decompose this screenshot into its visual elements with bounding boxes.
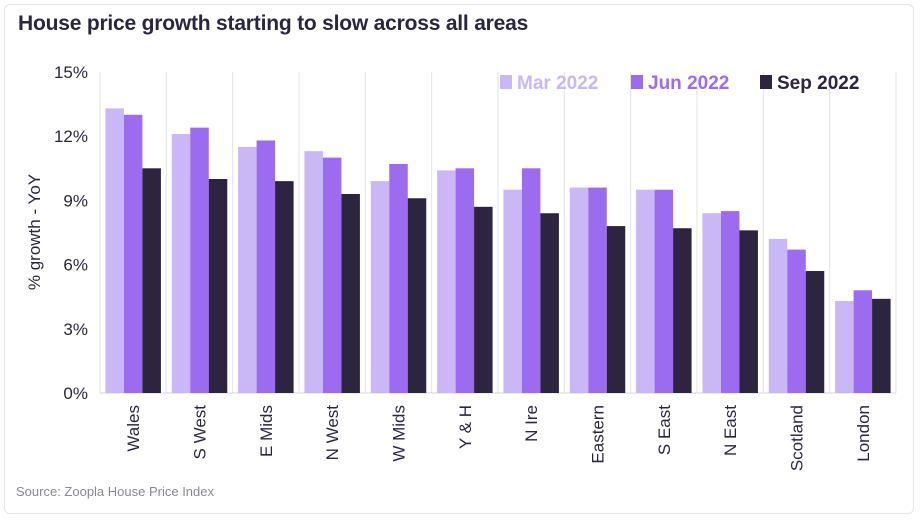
bar xyxy=(768,238,788,393)
x-tick-label: S East xyxy=(655,405,674,455)
x-tick-label: N West xyxy=(323,405,342,461)
x-tick-label: N East xyxy=(721,405,740,456)
axes: 0% 3% 6% 9% 12% 15% Wales S West E Mids N West W M… xyxy=(54,63,873,471)
bar xyxy=(455,168,475,393)
x-tick-label: Scotland xyxy=(788,405,807,471)
bar xyxy=(720,211,740,393)
bar xyxy=(304,151,323,393)
bar xyxy=(606,226,626,393)
bar xyxy=(208,179,228,393)
bar xyxy=(389,164,408,393)
x-tick-label: W Mids xyxy=(390,405,409,462)
bar xyxy=(739,230,758,393)
legend: Mar 2022 Jun 2022 Sep 2022 xyxy=(500,73,859,94)
bar xyxy=(474,206,493,393)
x-tick-label: N Ire xyxy=(522,405,541,442)
bar xyxy=(540,213,559,393)
x-tick-label: Eastern xyxy=(589,405,608,464)
legend-swatch xyxy=(631,75,643,89)
bars xyxy=(105,108,891,394)
bar xyxy=(872,298,891,393)
source-note: Source: Zoopla House Price Index xyxy=(16,484,214,499)
bar xyxy=(341,193,360,393)
x-tick-label: E Mids xyxy=(257,405,276,457)
legend-label: Jun 2022 xyxy=(648,73,729,94)
bar xyxy=(123,114,143,394)
bar xyxy=(787,249,806,393)
y-tick-label: 0% xyxy=(63,384,88,403)
bar xyxy=(142,168,161,393)
bar xyxy=(238,146,257,393)
bar xyxy=(569,187,589,393)
bar xyxy=(835,300,854,393)
legend-label: Mar 2022 xyxy=(517,73,598,94)
bar xyxy=(636,189,655,393)
bar xyxy=(702,213,721,393)
grid-lines xyxy=(99,72,897,394)
bar xyxy=(407,198,427,393)
x-tick-label: London xyxy=(854,405,873,462)
y-axis-label: % growth - YoY xyxy=(25,174,44,290)
bar xyxy=(171,134,191,393)
bar xyxy=(190,127,209,393)
x-tick-label: Wales xyxy=(124,405,143,452)
bar xyxy=(654,189,674,393)
x-tick-label: Y & H xyxy=(456,405,475,449)
bar xyxy=(105,108,124,393)
bar xyxy=(275,181,294,393)
bar xyxy=(673,228,692,393)
legend-label: Sep 2022 xyxy=(777,73,859,94)
chart-title: House price growth starting to slow acro… xyxy=(18,12,529,35)
y-tick-label: 3% xyxy=(63,320,88,339)
x-tick-label: S West xyxy=(191,405,210,460)
bar xyxy=(370,181,390,393)
y-tick-label: 12% xyxy=(54,127,88,146)
bar xyxy=(588,187,607,393)
legend-swatch xyxy=(760,75,772,89)
bar xyxy=(805,271,825,393)
bar xyxy=(437,170,456,393)
y-tick-label: 15% xyxy=(54,63,88,82)
bar xyxy=(322,157,342,393)
bar xyxy=(853,290,873,393)
bar xyxy=(503,189,522,393)
y-tick-label: 9% xyxy=(63,191,88,210)
bar xyxy=(521,168,541,393)
y-tick-label: 6% xyxy=(63,256,88,275)
chart-frame xyxy=(4,4,914,514)
bar xyxy=(256,140,276,393)
legend-swatch xyxy=(500,75,512,89)
